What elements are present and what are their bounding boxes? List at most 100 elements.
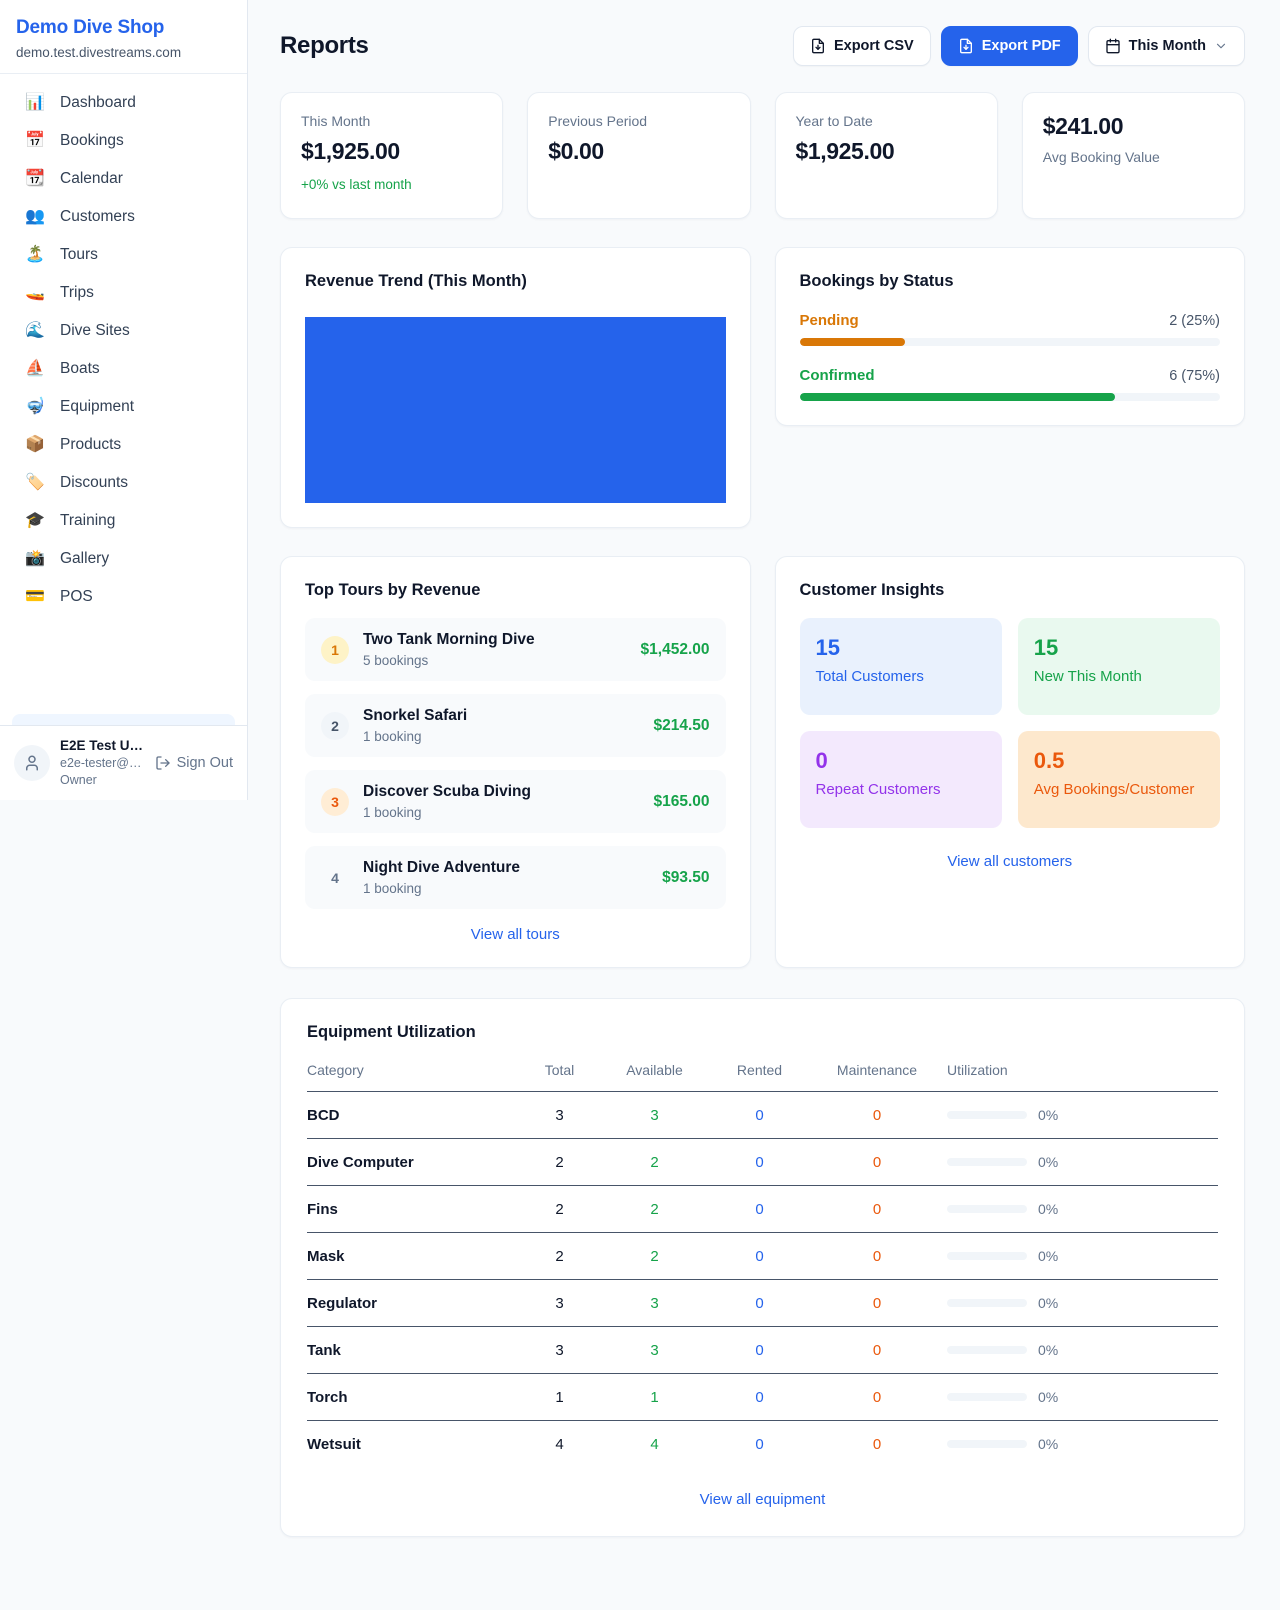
cell-category: Wetsuit — [307, 1435, 361, 1453]
table-row: Dive Computer 2 2 0 0 0% — [307, 1139, 1218, 1186]
bookings-icon: 📅 — [25, 132, 45, 149]
cell-available: 2 — [650, 1153, 659, 1171]
export-pdf-button[interactable]: Export PDF — [940, 26, 1078, 66]
sidebar-item-products[interactable]: 📦 Products — [12, 426, 235, 464]
shop-name: Demo Dive Shop — [16, 17, 165, 38]
tour-row: 3 Discover Scuba Diving 1 booking $165.0… — [305, 770, 726, 833]
insight-value: 0.5 — [1033, 748, 1065, 773]
status-row-pending: Pending 2 (25%) — [799, 312, 1220, 346]
rank-badge: 2 — [321, 711, 349, 740]
top-tours-title: Top Tours by Revenue — [305, 581, 481, 599]
sidebar-item-selected-partial[interactable] — [12, 714, 235, 726]
export-csv-label: Export CSV — [833, 38, 914, 54]
sidebar-item-label: Training — [60, 512, 116, 529]
status-count-pending: 2 (25%) — [1169, 312, 1220, 329]
cell-category: Fins — [307, 1200, 338, 1218]
view-all-tours-link[interactable]: View all tours — [470, 926, 560, 943]
stat-card-avg-booking-value: $241.00 Avg Booking Value — [1021, 92, 1245, 219]
period-dropdown[interactable]: This Month — [1087, 26, 1245, 66]
sign-out-button[interactable]: Sign Out — [155, 755, 233, 771]
user-name: E2E Test U… — [60, 738, 144, 754]
sidebar-item-pos[interactable]: 💳 POS — [12, 578, 235, 616]
insight-new-this-month: 15 New This Month — [1017, 618, 1220, 715]
sidebar-item-label: Tours — [60, 246, 98, 263]
sidebar-item-dashboard[interactable]: 📊 Dashboard — [12, 84, 235, 122]
table-row: BCD 3 3 0 0 0% — [307, 1092, 1218, 1139]
status-label-confirmed: Confirmed — [799, 367, 875, 384]
cell-available: 4 — [650, 1435, 659, 1453]
equipment-utilization-title: Equipment Utilization — [307, 1023, 476, 1041]
stat-card-this-month: This Month $1,925.00 +0% vs last month — [280, 92, 504, 219]
stat-card-year-to-date: Year to Date $1,925.00 — [774, 92, 998, 219]
cell-utilization: 0% — [947, 1436, 1218, 1452]
cell-utilization: 0% — [947, 1389, 1218, 1405]
sidebar-item-calendar[interactable]: 📆 Calendar — [12, 160, 235, 198]
sidebar-item-trips[interactable]: 🚤 Trips — [12, 274, 235, 312]
utilization-label: 0% — [1038, 1436, 1059, 1452]
tour-name: Snorkel Safari — [363, 707, 468, 724]
table-row: Tank 3 3 0 0 0% — [307, 1327, 1218, 1374]
tours-icon: 🏝️ — [25, 246, 45, 263]
cell-maintenance: 0 — [872, 1388, 882, 1406]
shop-domain: demo.test.divestreams.com — [16, 45, 182, 60]
col-rented: Rented — [736, 1062, 783, 1078]
status-bar-track — [799, 338, 1220, 346]
stat-value: $1,925.00 — [301, 138, 400, 164]
sidebar-item-training[interactable]: 🎓 Training — [12, 502, 235, 540]
sidebar-item-bookings[interactable]: 📅 Bookings — [12, 122, 235, 160]
insight-total-customers: 15 Total Customers — [799, 618, 1002, 715]
sidebar-item-customers[interactable]: 👥 Customers — [12, 198, 235, 236]
sidebar-item-equipment[interactable]: 🤿 Equipment — [12, 388, 235, 426]
tour-row: 2 Snorkel Safari 1 booking $214.50 — [305, 694, 726, 757]
view-all-equipment-link[interactable]: View all equipment — [699, 1491, 826, 1508]
stat-card-previous-period: Previous Period $0.00 — [527, 92, 751, 219]
utilization-label: 0% — [1038, 1154, 1059, 1170]
sidebar-item-label: Bookings — [60, 132, 124, 149]
revenue-trend-title: Revenue Trend (This Month) — [305, 272, 527, 290]
utilization-bar — [947, 1299, 1027, 1307]
sidebar-item-boats[interactable]: ⛵ Boats — [12, 350, 235, 388]
page-title: Reports — [280, 32, 369, 59]
utilization-label: 0% — [1038, 1248, 1059, 1264]
cell-maintenance: 0 — [872, 1153, 882, 1171]
utilization-label: 0% — [1038, 1107, 1059, 1123]
view-all-customers-link[interactable]: View all customers — [947, 853, 1073, 870]
stat-value: $0.00 — [548, 138, 604, 164]
status-row-confirmed: Confirmed 6 (75%) — [799, 367, 1220, 401]
cell-rented: 0 — [755, 1106, 764, 1124]
period-label: This Month — [1128, 38, 1206, 54]
cell-available: 3 — [650, 1341, 659, 1359]
sidebar-item-discounts[interactable]: 🏷️ Discounts — [12, 464, 235, 502]
rank-badge: 3 — [321, 787, 349, 816]
rank-badge: 4 — [331, 869, 339, 886]
table-row: Regulator 3 3 0 0 0% — [307, 1280, 1218, 1327]
cell-utilization: 0% — [947, 1107, 1218, 1123]
boats-icon: ⛵ — [25, 360, 45, 377]
file-download-icon — [811, 38, 824, 54]
tour-name: Discover Scuba Diving — [363, 783, 531, 800]
sidebar-item-label: Dive Sites — [60, 322, 130, 339]
sidebar-item-gallery[interactable]: 📸 Gallery — [12, 540, 235, 578]
avatar — [14, 745, 50, 782]
user-meta: E2E Test U… e2e-tester@… Owner — [60, 737, 143, 789]
cell-total: 2 — [555, 1200, 564, 1218]
sidebar-item-label: Customers — [60, 208, 135, 225]
sidebar-item-label: Boats — [60, 360, 100, 377]
calendar-icon — [1106, 38, 1120, 54]
cell-maintenance: 0 — [872, 1106, 882, 1124]
utilization-label: 0% — [1038, 1201, 1059, 1217]
sidebar-nav: 📊 Dashboard 📅 Bookings 📆 Calendar 👥 Cust… — [0, 74, 247, 726]
tour-amount: $93.50 — [662, 868, 710, 886]
sidebar-item-tours[interactable]: 🏝️ Tours — [12, 236, 235, 274]
customers-icon: 👥 — [25, 208, 45, 225]
sidebar-item-label: Discounts — [60, 474, 129, 491]
cell-available: 3 — [650, 1294, 659, 1312]
sidebar-item-label: Gallery — [60, 550, 110, 567]
stats-row: This Month $1,925.00 +0% vs last month P… — [280, 92, 1245, 219]
cell-available: 2 — [650, 1200, 659, 1218]
cell-category: Torch — [307, 1388, 348, 1406]
sidebar-item-dive-sites[interactable]: 🌊 Dive Sites — [12, 312, 235, 350]
user-email: e2e-tester@… — [60, 756, 142, 771]
export-csv-button[interactable]: Export CSV — [792, 26, 931, 66]
tour-row: 4 Night Dive Adventure 1 booking $93.50 — [305, 846, 726, 909]
